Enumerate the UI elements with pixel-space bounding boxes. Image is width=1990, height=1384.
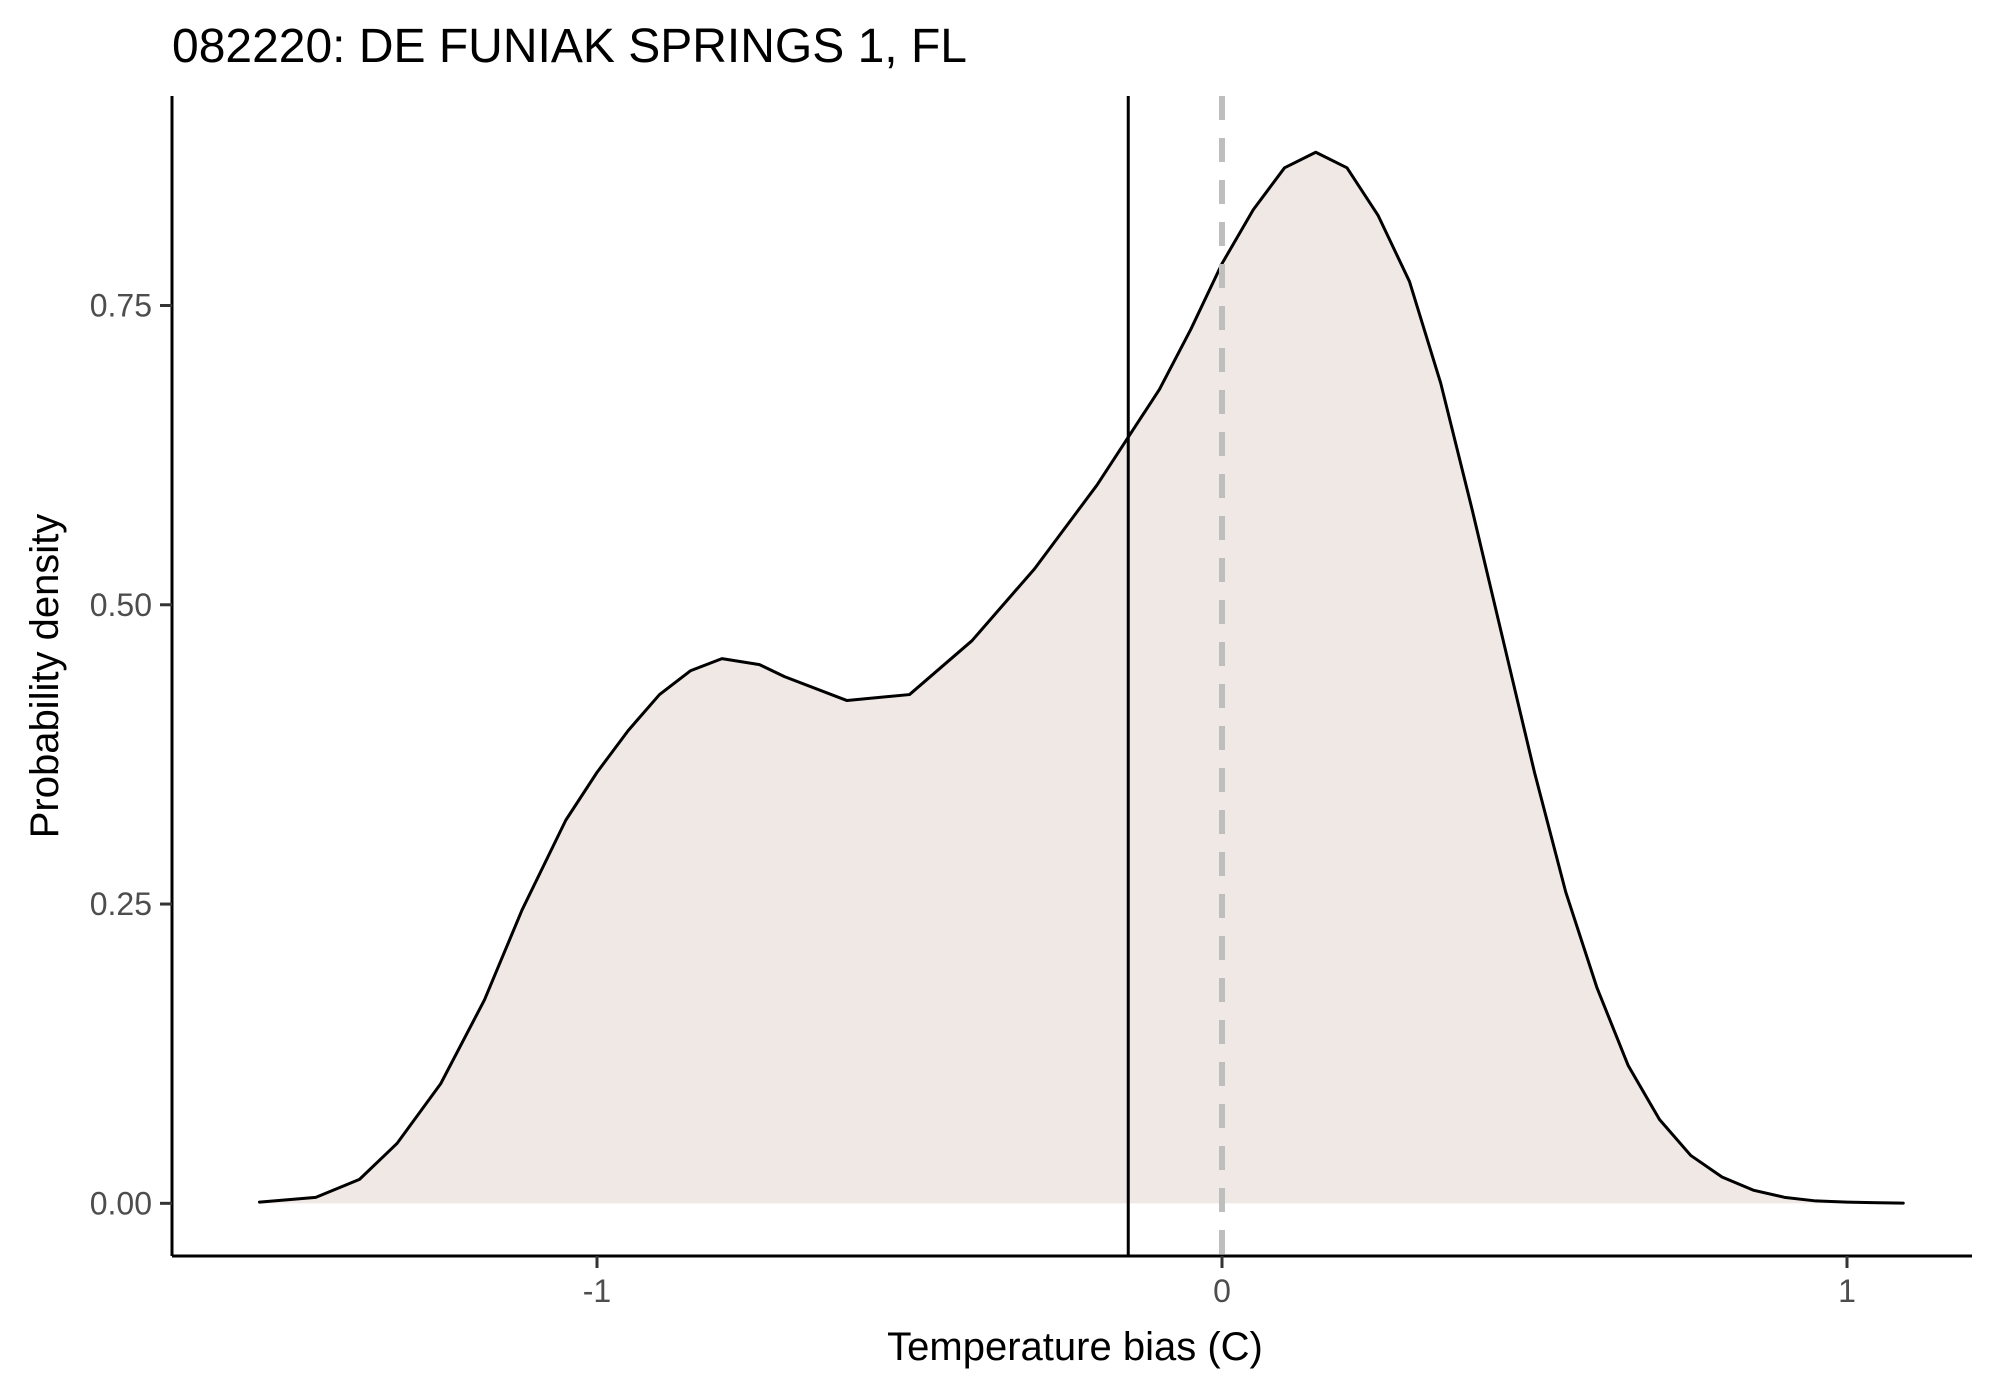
y-tick-label-1: 0.25 xyxy=(90,886,152,922)
density-area-0 xyxy=(259,152,1904,1204)
density-curve-0 xyxy=(258,150,1905,1205)
y-tick-label-3: 0.75 xyxy=(90,287,152,323)
y-axis-ticks: 0.00 0.25 0.50 0.75 xyxy=(90,287,172,1221)
x-axis-title: Temperature bias (C) xyxy=(887,1325,1263,1369)
plot-area xyxy=(258,96,1905,1256)
x-tick-label-0: -1 xyxy=(583,1273,611,1309)
y-tick-label-2: 0.50 xyxy=(90,587,152,623)
y-axis-title: Probability density xyxy=(23,514,67,839)
y-tick-label-0: 0.00 xyxy=(90,1185,152,1221)
x-tick-label-1: 0 xyxy=(1213,1273,1231,1309)
x-axis-ticks: -1 0 1 xyxy=(583,1256,1856,1309)
x-tick-label-2: 1 xyxy=(1838,1273,1856,1309)
chart-title: 082220: DE FUNIAK SPRINGS 1, FL xyxy=(172,20,967,73)
